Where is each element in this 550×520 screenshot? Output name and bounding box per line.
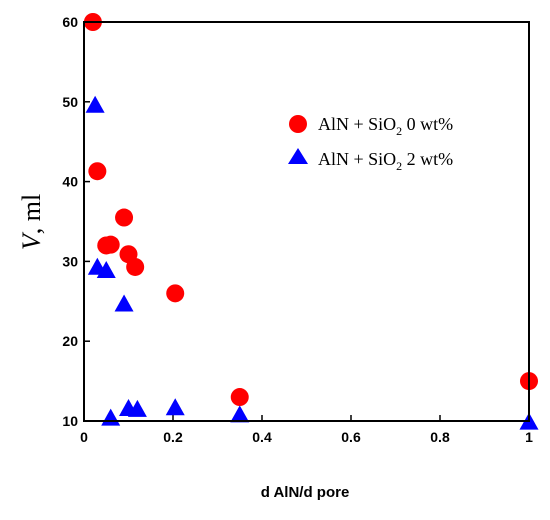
data-point-series-2 [230, 405, 250, 423]
data-point-series-1 [101, 235, 120, 254]
y-tick-label: 30 [62, 253, 78, 269]
y-axis-label-unit: , ml [17, 194, 46, 234]
legend-marker-series-2 [288, 148, 308, 164]
legend-label-series-1-pre: AlN + SiO [318, 114, 396, 134]
y-axis-label-variable: V [17, 231, 46, 250]
legend-label-series-2: AlN + SiO2 2 wt% [318, 149, 453, 173]
x-tick-label: 0 [80, 429, 88, 445]
y-tick-label: 40 [62, 174, 78, 190]
data-point-series-2 [114, 294, 134, 312]
x-tick-label: 0.2 [163, 429, 183, 445]
legend-label-series-1: AlN + SiO2 0 wt% [318, 114, 453, 138]
x-tick-label: 1 [525, 429, 533, 445]
legend-label-series-1-sub: 2 [396, 124, 402, 138]
y-tick-label: 10 [62, 413, 78, 429]
legend-label-series-2-sub: 2 [396, 159, 402, 173]
legend-label-series-2-pre: AlN + SiO [318, 149, 396, 169]
x-axis-label: d AlN/d pore [261, 484, 350, 501]
legend: AlN + SiO2 0 wt% AlN + SiO2 2 wt% [288, 114, 453, 173]
y-tick-label: 60 [62, 14, 78, 30]
data-point-series-2 [96, 260, 116, 278]
data-point-series-2 [101, 408, 121, 426]
data-point-series-2 [85, 95, 105, 113]
y-tick-label: 50 [62, 94, 78, 110]
data-point-series-1 [115, 208, 134, 227]
data-points [83, 13, 539, 430]
data-point-series-1 [126, 257, 145, 276]
data-point-series-2 [165, 398, 185, 416]
data-point-series-1 [88, 162, 107, 181]
plot-area-frame [83, 21, 530, 422]
x-tick-label: 0.8 [430, 429, 450, 445]
legend-label-series-2-post: 2 wt% [402, 149, 453, 169]
y-axis-label: V, ml [17, 194, 46, 250]
legend-marker-series-1 [289, 115, 307, 133]
x-tick-label: 0.6 [341, 429, 361, 445]
axis-ticks: 10 20 30 40 50 60 0 0.2 0.4 0.6 0.8 1 [62, 14, 533, 445]
y-tick-label: 20 [62, 333, 78, 349]
data-point-series-1 [230, 388, 249, 407]
data-point-series-1 [166, 284, 185, 303]
legend-label-series-1-post: 0 wt% [402, 114, 453, 134]
x-tick-label: 0.4 [252, 429, 272, 445]
data-point-series-2 [127, 399, 147, 417]
